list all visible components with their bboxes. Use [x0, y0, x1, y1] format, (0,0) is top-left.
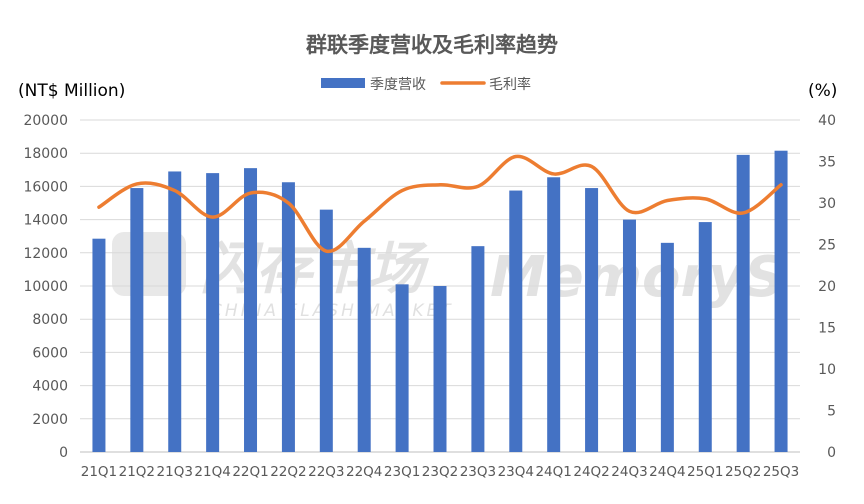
revenue-bar: [206, 173, 220, 452]
x-tick-label: 23Q3: [460, 464, 496, 480]
revenue-bar: [395, 284, 409, 452]
x-tick-label: 21Q4: [194, 464, 230, 480]
gross-margin-point: [363, 220, 365, 222]
legend-label-revenue: 季度营收: [370, 77, 426, 93]
left-tick-label: 2000: [32, 412, 68, 428]
chart-title: 群联季度营收及毛利率趋势: [306, 33, 558, 57]
right-tick-label: 20: [818, 279, 836, 295]
gross-margin-point: [287, 202, 289, 204]
x-axis: 21Q1 21Q2 21Q3 21Q4 22Q1 22Q2 22Q3 22Q4 23Q1 23Q2…: [81, 464, 800, 480]
revenue-bar: [357, 247, 371, 452]
legend-label-margin: 毛利率: [489, 76, 531, 93]
left-tick-label: 14000: [23, 213, 68, 229]
x-tick-label: 23Q2: [422, 464, 458, 480]
gross-margin-point: [591, 165, 593, 167]
gross-margin-point: [704, 198, 706, 200]
gross-margin-point: [136, 183, 138, 185]
revenue-bar: [698, 222, 712, 452]
x-tick-label: 21Q3: [157, 464, 193, 480]
gross-margin-point: [439, 184, 441, 186]
revenue-bar: [433, 286, 447, 452]
revenue-bar: [774, 150, 788, 452]
x-tick-label: 23Q1: [384, 464, 420, 480]
revenue-bar: [92, 238, 106, 452]
gross-margin-point: [780, 184, 782, 186]
x-tick-label: 25Q1: [687, 464, 723, 480]
right-tick-label: 35: [818, 155, 836, 171]
watermark-brand: MemoryS: [490, 245, 785, 310]
x-tick-label: 24Q2: [573, 464, 609, 480]
x-tick-label: 22Q3: [308, 464, 344, 480]
revenue-bar: [471, 246, 485, 452]
right-axis-unit: (%): [808, 81, 837, 101]
gross-margin-point: [553, 173, 555, 175]
right-tick-label: 15: [818, 321, 836, 337]
x-tick-label: 23Q4: [498, 464, 534, 480]
revenue-bar: [547, 177, 561, 452]
right-tick-label: 25: [818, 238, 836, 254]
legend: 季度营收 毛利率: [321, 76, 531, 93]
right-tick-label: 0: [827, 445, 836, 461]
left-tick-label: 18000: [23, 146, 68, 162]
gross-margin-point: [174, 190, 176, 192]
right-tick-label: 30: [818, 196, 836, 212]
x-tick-label: 21Q2: [119, 464, 155, 480]
x-tick-label: 22Q4: [346, 464, 382, 480]
revenue-bar: [736, 154, 750, 453]
revenue-bars: [92, 150, 788, 453]
x-tick-label: 21Q1: [81, 464, 117, 480]
right-tick-label: 40: [818, 113, 836, 129]
x-tick-label: 22Q2: [270, 464, 306, 480]
left-tick-label: 8000: [32, 312, 68, 328]
left-tick-label: 0: [59, 445, 68, 461]
gross-margin-line: [97, 154, 783, 253]
gross-margin-point: [742, 212, 744, 214]
revenue-bar: [281, 182, 295, 452]
revenue-bar: [319, 209, 333, 452]
right-tick-label: 10: [818, 362, 836, 378]
x-tick-label: 24Q4: [649, 464, 685, 480]
gross-margin-point: [515, 156, 517, 158]
left-tick-label: 4000: [32, 379, 68, 395]
left-axis-unit: (NT$ Million): [18, 81, 125, 101]
right-tick-label: 5: [827, 404, 836, 420]
gross-margin-point: [98, 206, 100, 208]
watermark-cn: 闪存市场: [200, 237, 430, 302]
left-tick-label: 12000: [23, 246, 68, 262]
x-tick-label: 25Q2: [725, 464, 761, 480]
x-tick-label: 25Q3: [763, 464, 799, 480]
left-tick-label: 20000: [23, 113, 68, 129]
revenue-bar: [622, 219, 636, 452]
right-axis-ticks: 0 5 10 15 20 25 30 35 40: [818, 113, 836, 461]
watermark: 闪存市场 CHINA FLASH MARKET MemoryS: [112, 232, 785, 321]
left-tick-label: 10000: [23, 279, 68, 295]
gross-margin-point: [401, 190, 403, 192]
revenue-bar: [130, 188, 144, 452]
gross-margin-point: [212, 216, 214, 218]
x-tick-label: 24Q3: [611, 464, 647, 480]
gross-margin-point: [325, 250, 327, 252]
revenue-bar: [509, 190, 523, 453]
gross-margin-point: [666, 200, 668, 202]
gross-margin-point: [477, 185, 479, 187]
legend-swatch-revenue: [321, 78, 365, 88]
revenue-bar: [585, 188, 599, 452]
gross-margin-point: [250, 192, 252, 194]
revenue-bar: [660, 242, 674, 452]
revenue-bar: [244, 168, 258, 452]
gross-margin-point: [628, 210, 630, 212]
left-tick-label: 16000: [23, 179, 68, 195]
left-tick-label: 6000: [32, 345, 68, 361]
x-tick-label: 22Q1: [232, 464, 268, 480]
revenue-bar: [168, 171, 182, 452]
left-axis-ticks: 0 2000 4000 6000 8000 10000 12000 14000 16000 180…: [23, 113, 68, 461]
x-tick-label: 24Q1: [535, 464, 571, 480]
